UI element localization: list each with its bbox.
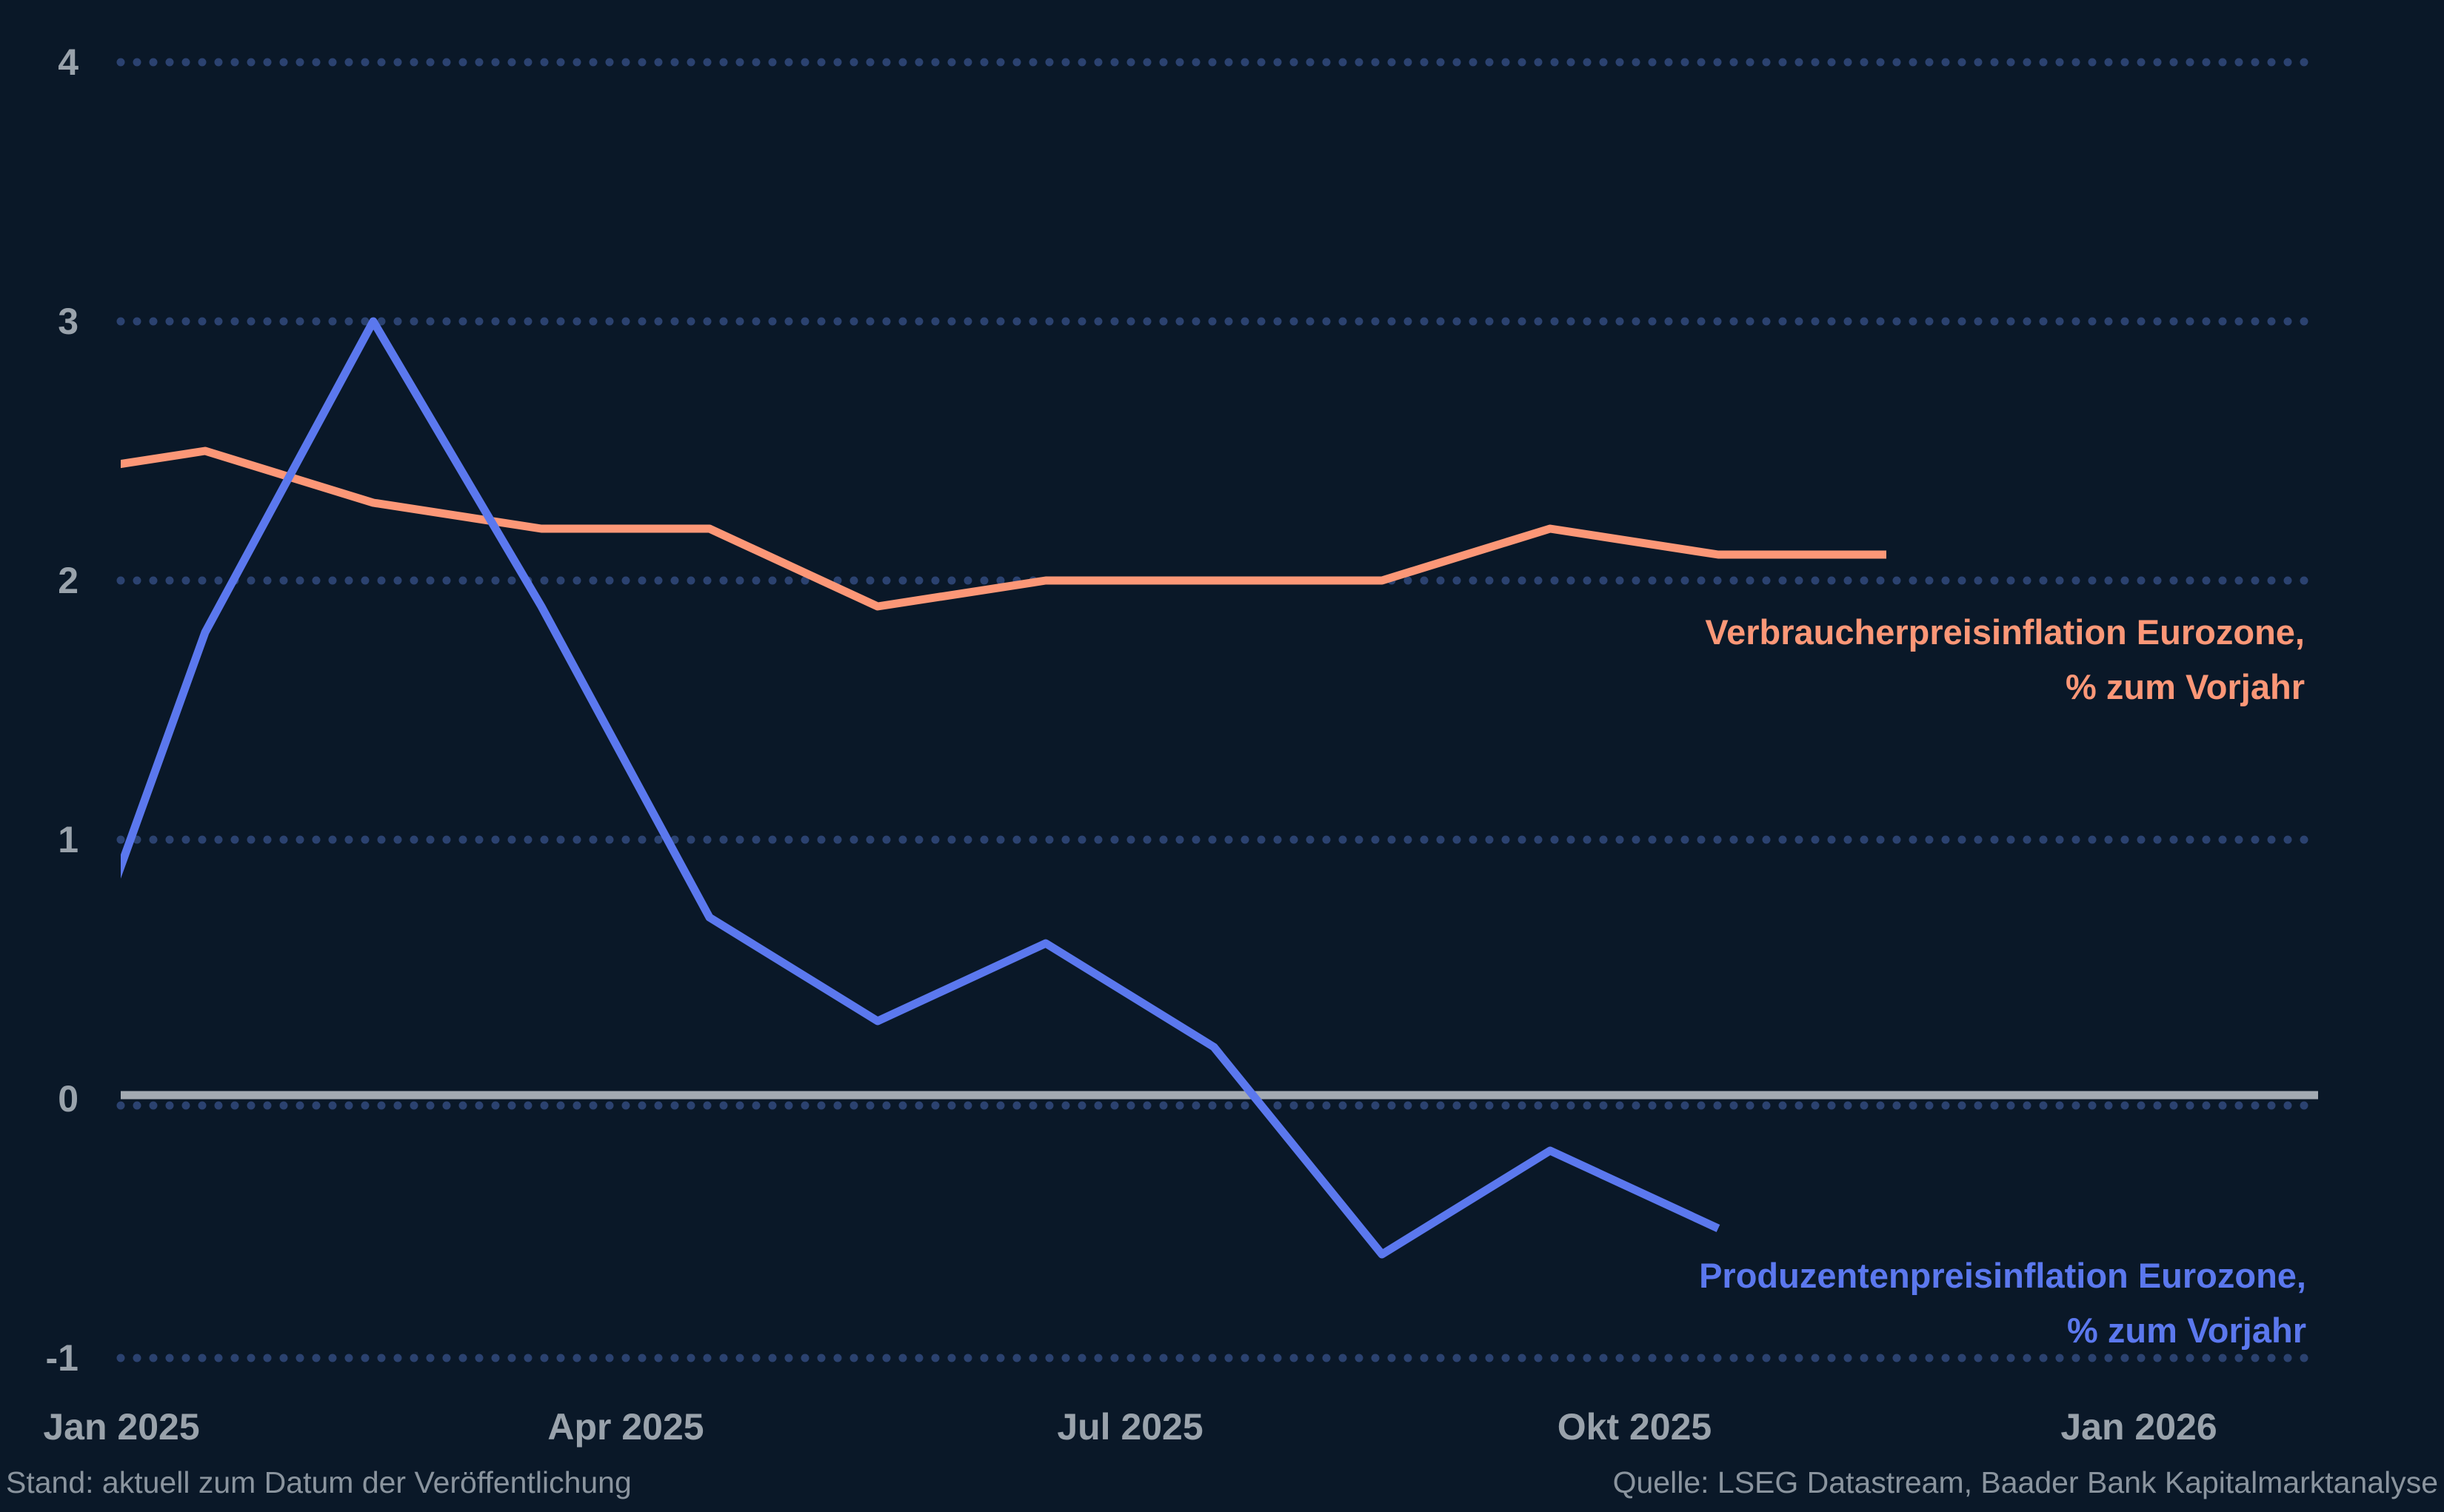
status-caption: Stand: aktuell zum Datum der Veröffentli…: [6, 1465, 632, 1499]
y-tick-label-3: 3: [58, 301, 79, 342]
ppi-series-label: Produzentenpreisinflation Eurozone, % zu…: [1699, 1248, 2306, 1358]
cpi-series-label-line1: Verbraucherpreisinflation Eurozone,: [1705, 612, 2305, 652]
x-tick-label-okt-2025: Okt 2025: [1557, 1406, 1712, 1448]
y-tick-label-0: 0: [58, 1078, 79, 1120]
x-tick-label-apr-2025: Apr 2025: [547, 1406, 704, 1448]
gridlines: [116, 58, 2317, 1362]
x-tick-label-jan-2025: Jan 2025: [43, 1406, 200, 1448]
ppi-series-label-line2: % zum Vorjahr: [2067, 1311, 2306, 1350]
cpi-series-label-line2: % zum Vorjahr: [2066, 667, 2305, 706]
y-tick-label-1: 1: [58, 819, 79, 860]
x-tick-label-jul-2025: Jul 2025: [1057, 1406, 1203, 1448]
ppi-series-label-line1: Produzentenpreisinflation Eurozone,: [1699, 1256, 2306, 1295]
y-tick-label-2: 2: [58, 560, 79, 601]
y-tick-label-4: 4: [58, 41, 79, 83]
cpi-series-label: Verbraucherpreisinflation Eurozone, % zu…: [1705, 605, 2305, 715]
ppi-line: [121, 317, 1720, 1259]
source-caption: Quelle: LSEG Datastream, Baader Bank Kap…: [1612, 1465, 2438, 1499]
y-tick-label-minus1: -1: [45, 1337, 79, 1379]
cpi-line: [121, 446, 1886, 611]
x-tick-label-jan-2026: Jan 2026: [2060, 1406, 2217, 1448]
